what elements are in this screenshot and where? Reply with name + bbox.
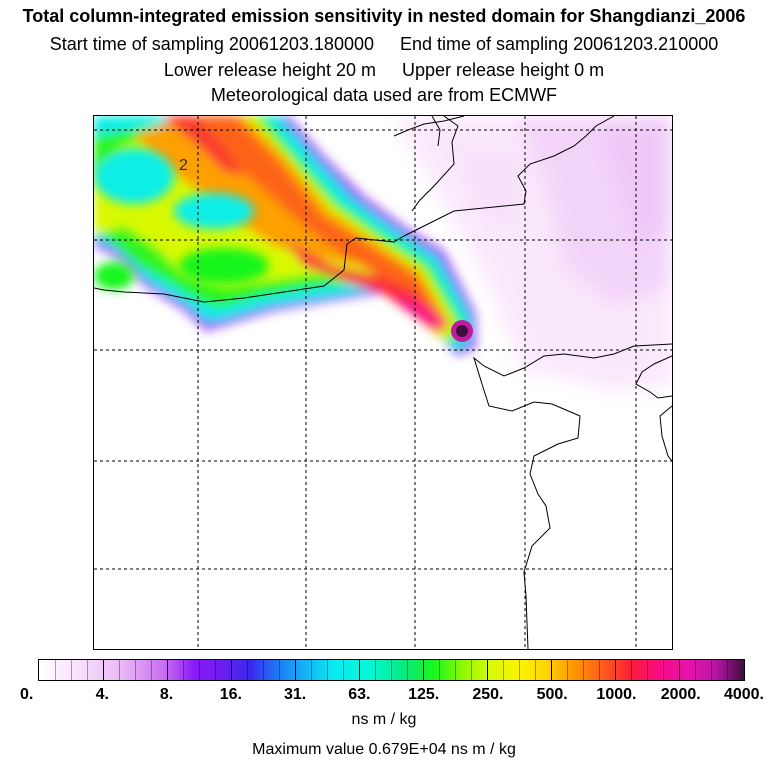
colorbar-tick	[343, 660, 344, 680]
colorbar-label: 4.	[95, 686, 109, 703]
colorbar-tick	[199, 660, 200, 680]
colorbar-tick	[551, 660, 552, 680]
colorbar-tick	[87, 660, 88, 680]
upper-release-height: Upper release height 0 m	[402, 60, 605, 80]
colorbar-label: 16.	[219, 686, 242, 703]
start-time: Start time of sampling 20061203.180000	[49, 34, 374, 54]
colorbar-tick	[327, 660, 328, 680]
colorbar-unit: ns m / kg	[351, 711, 417, 728]
colorbar-tick	[679, 660, 680, 680]
colorbar	[38, 659, 745, 681]
colorbar-tick	[471, 660, 472, 680]
colorbar-tick	[711, 660, 712, 680]
colorbar-tick	[583, 660, 584, 680]
sampling-times: Start time of sampling 20061203.180000 En…	[0, 33, 768, 55]
colorbar-label: 2000.	[660, 686, 701, 703]
colorbar-tick	[311, 660, 312, 680]
colorbar-tick	[727, 660, 728, 680]
colorbar-label: 250.	[472, 686, 504, 703]
colorbar-tick	[407, 660, 408, 680]
colorbar-tick	[375, 660, 376, 680]
colorbar-tick	[119, 660, 120, 680]
colorbar-tick	[455, 660, 456, 680]
lower-release-height: Lower release height 20 m	[163, 60, 376, 80]
colorbar-tick	[391, 660, 392, 680]
colorbar-tick	[663, 660, 664, 680]
colorbar-tick	[615, 660, 616, 680]
colorbar-label: 8.	[159, 686, 174, 703]
colorbar-tick	[71, 660, 72, 680]
end-time: End time of sampling 20061203.210000	[400, 34, 719, 54]
colorbar-tick	[599, 660, 600, 680]
plot-title: Total column-integrated emission sensiti…	[22, 6, 746, 26]
colorbar-tick	[279, 660, 280, 680]
colorbar-tick	[215, 660, 216, 680]
colorbar-tick	[631, 660, 632, 680]
colorbar-label: 500.	[536, 686, 568, 703]
colorbar-tick	[263, 660, 264, 680]
emission-plume	[94, 116, 476, 356]
graticule	[94, 116, 672, 649]
colorbar-tick	[183, 660, 184, 680]
colorbar-tick	[567, 660, 568, 680]
colorbar-tick	[503, 660, 504, 680]
receptor-peak	[451, 320, 473, 342]
colorbar-tick	[487, 660, 488, 680]
colorbar-tick	[359, 660, 360, 680]
colorbar-label: 4000.	[723, 686, 764, 703]
colorbar-tick	[135, 660, 136, 680]
colorbar-tick	[295, 660, 296, 680]
colorbar-tick	[55, 660, 56, 680]
colorbar-tick	[695, 660, 696, 680]
coastlines	[94, 116, 672, 649]
sensitivity-map: 2	[93, 115, 673, 650]
colorbar-tick	[167, 660, 168, 680]
maximum-value: Maximum value 0.679E+04 ns m / kg	[252, 741, 516, 758]
colorbar-tick	[519, 660, 520, 680]
colorbar-tick	[151, 660, 152, 680]
colorbar-tick	[535, 660, 536, 680]
colorbar-tick	[247, 660, 248, 680]
colorbar-tick	[439, 660, 440, 680]
release-heights: Lower release height 20 m Upper release h…	[0, 59, 768, 81]
plume-inner-patches	[94, 148, 269, 290]
colorbar-label: 0.	[20, 686, 34, 703]
colorbar-label: 1000.	[596, 686, 637, 703]
colorbar-label: 63.	[348, 686, 371, 703]
colorbar-tick	[231, 660, 232, 680]
colorbar-tick	[647, 660, 648, 680]
met-data-source: Meteorological data used are from ECMWF	[210, 85, 558, 105]
colorbar-tick	[423, 660, 424, 680]
colorbar-label: 125.	[408, 686, 440, 703]
contour-label: 2	[179, 157, 188, 174]
colorbar-label: 31.	[283, 686, 307, 703]
colorbar-tick	[103, 660, 104, 680]
